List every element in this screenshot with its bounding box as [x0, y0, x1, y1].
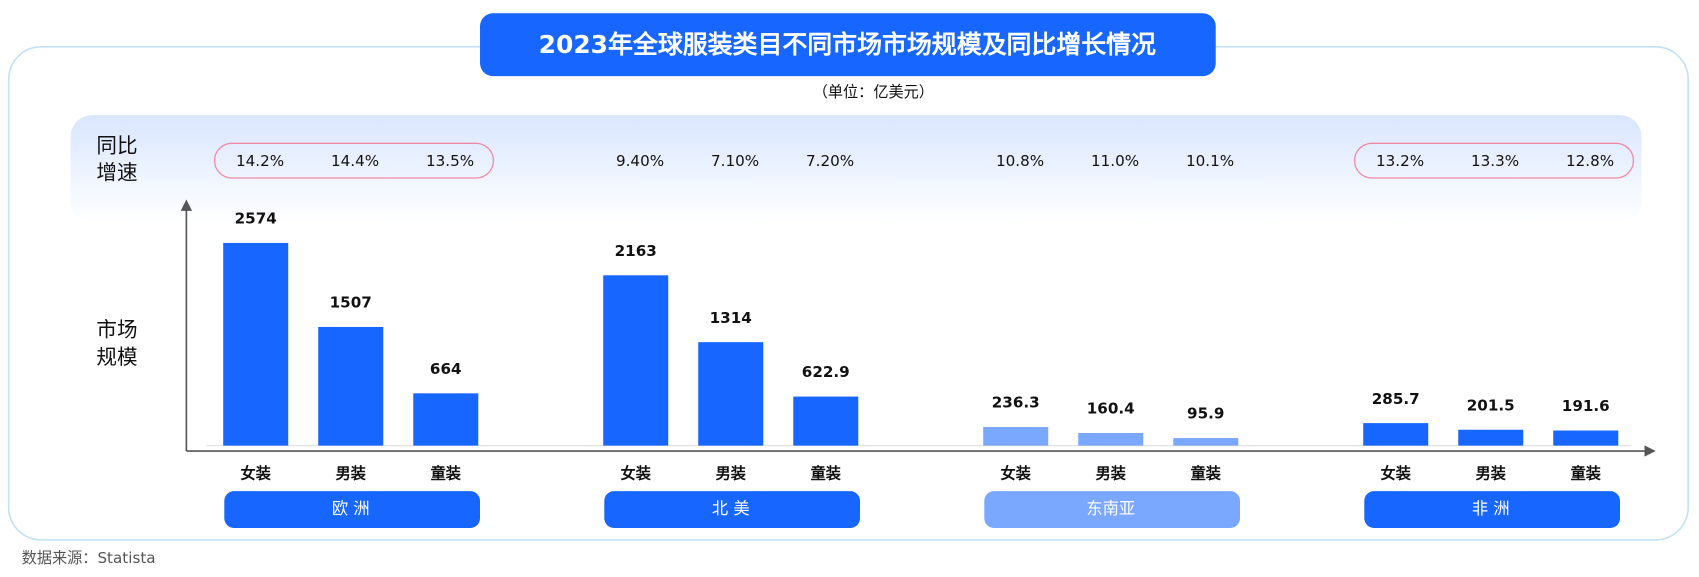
growth-label: 14.2%	[236, 152, 284, 170]
bar	[603, 275, 669, 446]
region-label: 非 洲	[1472, 499, 1510, 518]
growth-label: 7.20%	[806, 152, 854, 170]
chart-title: 2023年全球服装类目不同市场市场规模及同比增长情况	[539, 30, 1156, 59]
value-label: 201.5	[1467, 396, 1515, 414]
value-label: 622.9	[802, 363, 850, 381]
growth-label: 7.10%	[711, 152, 759, 170]
growth-highlight	[213, 142, 495, 179]
region-pill	[604, 491, 861, 528]
subtitle: （单位：亿美元）	[813, 83, 934, 101]
value-label: 1507	[330, 294, 372, 312]
source: 数据来源：Statista	[22, 549, 156, 567]
category-label: 男装	[1096, 464, 1127, 482]
growth-label: 11.0%	[1091, 152, 1139, 170]
region-pill	[1364, 491, 1621, 528]
bar	[1078, 432, 1144, 446]
value-label: 236.3	[992, 394, 1040, 412]
value-label: 191.6	[1562, 397, 1610, 415]
row-label: 规模	[96, 345, 137, 369]
growth-label: 13.2%	[1376, 152, 1424, 170]
region-pill	[224, 491, 481, 528]
region-label: 东南亚	[1086, 499, 1135, 518]
growth-panel	[70, 115, 1642, 224]
bar	[1173, 438, 1239, 446]
category-label: 女装	[621, 464, 652, 482]
category-label: 童装	[811, 464, 842, 482]
growth-label: 14.4%	[331, 152, 379, 170]
bar	[983, 427, 1049, 446]
growth-label: 12.8%	[1566, 152, 1614, 170]
row-label: 增速	[96, 161, 137, 185]
growth-label: 13.3%	[1471, 152, 1519, 170]
region-pill	[984, 491, 1241, 528]
bar	[1363, 423, 1429, 446]
region-label: 北 美	[712, 499, 750, 518]
value-label: 285.7	[1372, 390, 1420, 408]
category-label: 男装	[716, 464, 747, 482]
bar	[223, 242, 289, 446]
category-label: 童装	[431, 464, 462, 482]
region-label: 欧 洲	[332, 499, 370, 518]
category-label: 女装	[241, 464, 272, 482]
row-label: 同比	[96, 134, 137, 158]
growth-highlight	[1353, 142, 1635, 179]
value-label: 95.9	[1187, 405, 1224, 423]
category-label: 女装	[1381, 464, 1412, 482]
growth-label: 10.8%	[996, 152, 1044, 170]
category-label: 女装	[1001, 464, 1032, 482]
bar	[793, 396, 859, 446]
bar	[318, 326, 384, 446]
growth-label: 13.5%	[426, 152, 474, 170]
category-label: 童装	[1191, 464, 1222, 482]
bar	[413, 393, 479, 446]
bar	[1458, 429, 1524, 446]
bar	[1553, 430, 1619, 446]
value-label: 1314	[710, 309, 752, 327]
value-label: 2163	[615, 242, 657, 260]
category-label: 男装	[336, 464, 367, 482]
row-label: 市场	[96, 318, 137, 342]
value-label: 160.4	[1087, 400, 1135, 418]
category-label: 童装	[1571, 464, 1602, 482]
growth-label: 9.40%	[616, 152, 664, 170]
value-label: 664	[430, 360, 462, 378]
title-pill	[480, 13, 1216, 77]
bar	[698, 342, 764, 446]
value-label: 2574	[235, 210, 277, 228]
category-label: 男装	[1476, 464, 1507, 482]
growth-label: 10.1%	[1186, 152, 1234, 170]
